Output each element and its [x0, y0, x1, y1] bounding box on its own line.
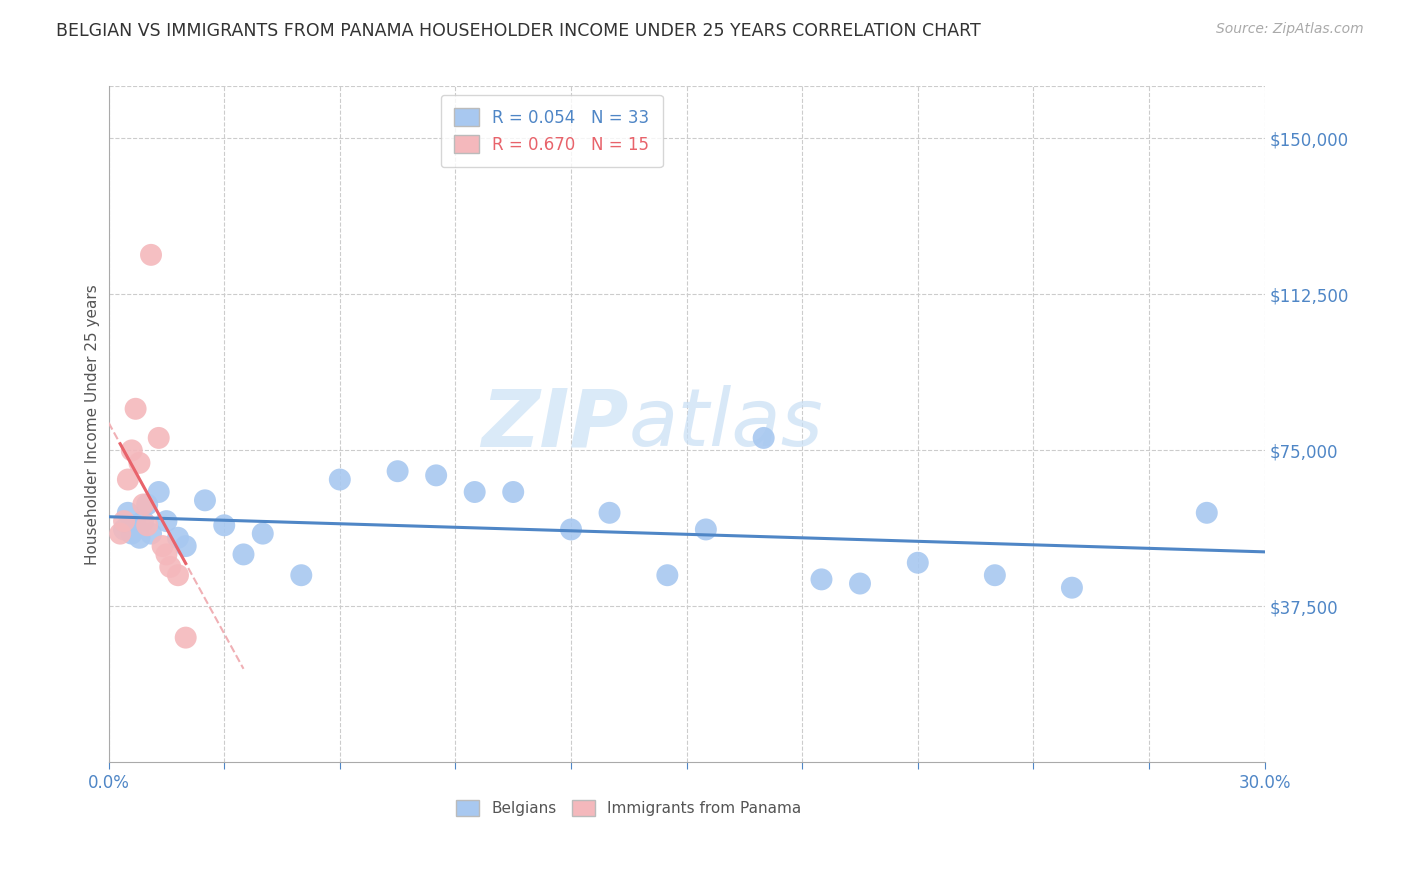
Point	[128, 456, 150, 470]
Point	[849, 576, 872, 591]
Point	[152, 539, 174, 553]
Y-axis label: Householder Income Under 25 years: Householder Income Under 25 years	[86, 284, 100, 565]
Point	[148, 431, 170, 445]
Point	[155, 514, 177, 528]
Point	[132, 514, 155, 528]
Text: Source: ZipAtlas.com: Source: ZipAtlas.com	[1216, 22, 1364, 37]
Point	[232, 548, 254, 562]
Text: BELGIAN VS IMMIGRANTS FROM PANAMA HOUSEHOLDER INCOME UNDER 25 YEARS CORRELATION : BELGIAN VS IMMIGRANTS FROM PANAMA HOUSEH…	[56, 22, 981, 40]
Point	[194, 493, 217, 508]
Point	[121, 526, 143, 541]
Point	[136, 518, 159, 533]
Legend: Belgians, Immigrants from Panama: Belgians, Immigrants from Panama	[450, 794, 807, 822]
Point	[148, 485, 170, 500]
Point	[128, 531, 150, 545]
Point	[139, 526, 162, 541]
Point	[155, 548, 177, 562]
Point	[907, 556, 929, 570]
Point	[112, 514, 135, 528]
Text: atlas: atlas	[628, 385, 824, 464]
Point	[167, 531, 190, 545]
Point	[159, 560, 181, 574]
Point	[1060, 581, 1083, 595]
Point	[1195, 506, 1218, 520]
Point	[752, 431, 775, 445]
Point	[167, 568, 190, 582]
Point	[329, 473, 352, 487]
Point	[387, 464, 409, 478]
Point	[464, 485, 486, 500]
Point	[695, 523, 717, 537]
Point	[108, 526, 131, 541]
Point	[132, 498, 155, 512]
Point	[560, 523, 582, 537]
Point	[810, 573, 832, 587]
Point	[984, 568, 1007, 582]
Point	[117, 473, 139, 487]
Point	[290, 568, 312, 582]
Point	[112, 523, 135, 537]
Point	[139, 248, 162, 262]
Point	[174, 631, 197, 645]
Point	[121, 443, 143, 458]
Point	[599, 506, 621, 520]
Text: ZIP: ZIP	[481, 385, 628, 464]
Point	[252, 526, 274, 541]
Point	[212, 518, 235, 533]
Point	[124, 401, 146, 416]
Point	[657, 568, 679, 582]
Point	[136, 498, 159, 512]
Point	[124, 518, 146, 533]
Point	[117, 506, 139, 520]
Point	[174, 539, 197, 553]
Point	[502, 485, 524, 500]
Point	[425, 468, 447, 483]
